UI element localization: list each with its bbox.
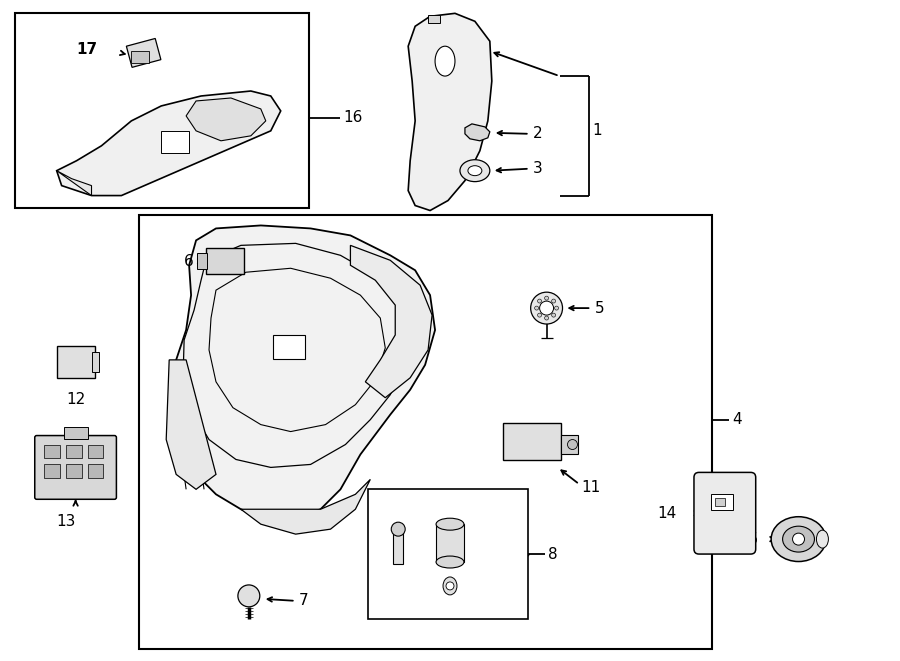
Polygon shape [186,98,266,141]
Text: 9: 9 [388,592,397,606]
Ellipse shape [771,517,826,562]
Text: 7: 7 [299,594,309,608]
Circle shape [535,306,538,310]
Bar [66,465,82,479]
Text: 15: 15 [740,531,759,547]
Bar [428,15,440,23]
Ellipse shape [783,526,814,552]
Text: 3: 3 [533,161,543,176]
Text: 2: 2 [533,126,543,141]
Bar [140,215,712,648]
Text: 12: 12 [67,392,86,407]
Circle shape [537,299,542,303]
Ellipse shape [468,166,482,176]
Text: 1: 1 [592,124,602,138]
Bar [131,51,149,63]
Circle shape [552,299,555,303]
Circle shape [392,522,405,536]
Text: 5: 5 [594,301,604,315]
Circle shape [531,292,562,324]
Circle shape [554,306,559,310]
Bar [197,253,207,269]
Bar [92,352,100,372]
Polygon shape [465,124,490,141]
Polygon shape [57,91,281,196]
Bar [44,465,59,479]
Bar [87,444,104,459]
Text: 4: 4 [732,412,742,427]
Bar [14,13,309,208]
Bar [715,498,724,506]
Bar [273,335,304,359]
Bar [87,465,104,479]
Bar [711,494,733,510]
Circle shape [793,533,805,545]
Text: 13: 13 [57,514,76,529]
FancyBboxPatch shape [694,473,756,554]
Bar [64,426,87,438]
Bar [57,346,94,378]
Text: 10: 10 [465,500,482,514]
Circle shape [540,301,554,315]
Circle shape [238,585,260,607]
Circle shape [537,313,542,317]
Bar [393,529,403,564]
Text: 14: 14 [658,506,677,521]
Circle shape [552,313,555,317]
Ellipse shape [460,160,490,182]
Polygon shape [169,225,435,519]
Bar [126,38,161,67]
Ellipse shape [816,530,828,548]
Bar [368,489,527,619]
Bar [161,131,189,153]
Bar [561,434,579,455]
Polygon shape [166,360,216,489]
Ellipse shape [435,46,455,76]
Bar [436,524,464,562]
Circle shape [544,296,549,300]
Bar [66,444,82,459]
Ellipse shape [436,556,464,568]
Polygon shape [409,13,491,210]
Bar [503,422,561,461]
Text: 11: 11 [581,480,600,495]
Circle shape [544,316,549,320]
Polygon shape [241,479,370,534]
Bar [206,249,244,274]
Polygon shape [350,245,432,398]
Polygon shape [57,171,92,196]
Text: 8: 8 [547,547,557,562]
Text: 6: 6 [184,254,194,269]
Circle shape [568,440,578,449]
Ellipse shape [443,577,457,595]
Text: 17: 17 [76,42,98,57]
Circle shape [446,582,454,590]
FancyBboxPatch shape [35,436,116,499]
Text: 16: 16 [344,110,363,126]
Ellipse shape [436,518,464,530]
Bar [44,444,59,459]
